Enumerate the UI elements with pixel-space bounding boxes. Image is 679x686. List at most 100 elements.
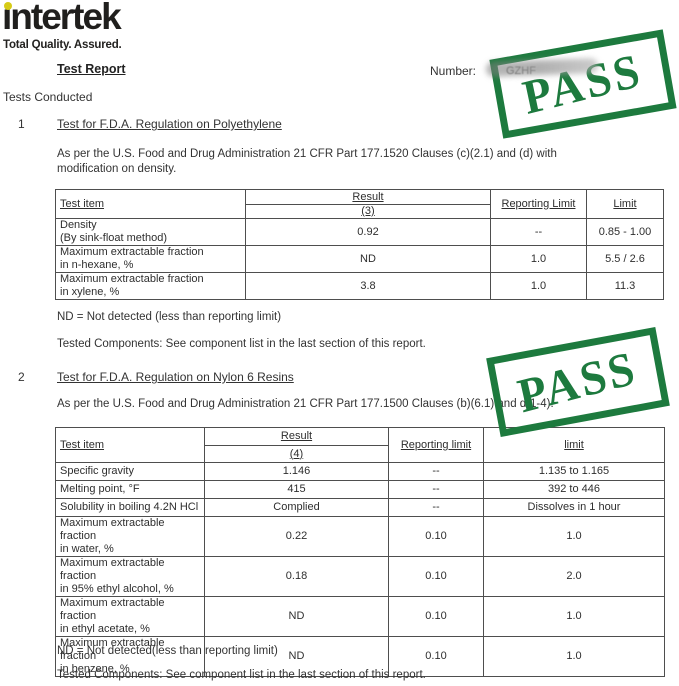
cell-reporting-limit: -- (388, 462, 484, 481)
col-header-label: Test item (60, 197, 105, 210)
section-2-title: Test for F.D.A. Regulation on Nylon 6 Re… (57, 370, 294, 384)
table-row: Maximum extractable fraction in 95% ethyl… (55, 556, 665, 597)
col-header-result: Result (245, 189, 491, 205)
cell-test-item: Maximum extractable fraction in 95% ethyl… (55, 556, 205, 597)
pass-stamp: PASS (489, 29, 677, 139)
cell-result: ND (204, 596, 389, 637)
cell-limit: 0.85 - 1.00 (586, 218, 664, 246)
table-header-row: Test item Result Reporting Limit Limit (55, 189, 664, 219)
cell-reporting-limit: 0.10 (388, 596, 484, 637)
cell-limit: 11.3 (586, 272, 664, 300)
cell-limit: Dissolves in 1 hour (483, 498, 665, 517)
polyethylene-results-table: Test item Result Reporting Limit Limit (… (55, 189, 664, 300)
cell-limit: 1.135 to 1.165 (483, 462, 665, 481)
col-header-label: Reporting limit (400, 438, 472, 451)
cell-result: 0.22 (204, 516, 389, 557)
cell-result: Complied (204, 498, 389, 517)
col-header-label: Result (280, 430, 313, 442)
cell-reporting-limit: 1.0 (490, 245, 587, 273)
cell-reporting-limit: -- (388, 498, 484, 517)
table-row: Specific gravity 1.146 -- 1.135 to 1.165 (55, 462, 665, 481)
table-row: Maximum extractable fraction in benzene, … (55, 636, 665, 677)
table-row: Maximum extractable fraction in ethyl ace… (55, 596, 665, 637)
cell-text: Maximum extractable fraction (60, 637, 165, 663)
cell-text: Maximum extractable fraction (60, 557, 165, 583)
col-header-result-note: (3) (245, 204, 491, 219)
cell-text: in xylene, % (60, 286, 120, 298)
cell-reporting-limit: 0.10 (388, 636, 484, 677)
pass-stamp-label: PASS (518, 42, 648, 125)
section-2-number: 2 (18, 370, 25, 384)
page-title: Test Report (57, 62, 126, 76)
table-row: Solubility in boiling 4.2N HCl Complied … (55, 498, 665, 517)
col-header-label: Limit (613, 197, 637, 210)
table-row: Maximum extractable fraction in xylene, %… (55, 272, 664, 300)
cell-reporting-limit: 0.10 (388, 516, 484, 557)
cell-reporting-limit: 0.10 (388, 556, 484, 597)
tests-conducted-heading: Tests Conducted (3, 90, 93, 104)
cell-text: in benzene, % (60, 663, 130, 675)
cell-test-item: Maximum extractable fraction in ethyl ace… (55, 596, 205, 637)
cell-test-item: Specific gravity (55, 462, 205, 481)
col-header-test-item: Test item (55, 189, 246, 219)
logo-yellow-dot-icon (4, 2, 12, 10)
section-2-description: As per the U.S. Food and Drug Administra… (57, 398, 554, 410)
table-row: Melting point, °F 415 -- 392 to 446 (55, 480, 665, 499)
col-header-reporting-limit: Reporting limit (388, 427, 484, 463)
col-header-result: Result (204, 427, 389, 446)
cell-text: Maximum extractable fraction (60, 246, 204, 259)
nd-note: ND = Not detected(less than reporting li… (57, 645, 278, 657)
cell-text: Density (60, 219, 97, 232)
cell-test-item: Maximum extractable fraction in water, % (55, 516, 205, 557)
cell-test-item: Density (By sink-float method) (55, 218, 246, 246)
section-1-number: 1 (18, 117, 25, 131)
logo-tagline: Total Quality. Assured. (3, 39, 122, 51)
col-header-label: Result (352, 190, 384, 203)
col-header-label: (4) (289, 447, 304, 460)
cell-result: 1.146 (204, 462, 389, 481)
nd-note: ND = Not detected (less than reporting l… (57, 311, 282, 323)
cell-limit: 1.0 (483, 596, 665, 637)
cell-result: ND (204, 636, 389, 677)
intertek-logo: ıntertek (2, 0, 122, 37)
table-row: Density (By sink-float method) 0.92 -- 0.… (55, 218, 664, 246)
cell-result: ND (245, 245, 491, 273)
table-row: Maximum extractable fraction in water, % … (55, 516, 665, 557)
pass-stamp: PASS (486, 326, 670, 438)
tested-components-note: Tested Components: See component list in… (57, 338, 426, 350)
section-1-description: As per the U.S. Food and Drug Administra… (57, 148, 557, 175)
cell-test-item: Maximum extractable fraction in n-hexane,… (55, 245, 246, 273)
cell-limit: 1.0 (483, 636, 665, 677)
col-header-test-item: Test item (55, 427, 205, 463)
col-header-limit: Limit (586, 189, 664, 219)
cell-result: 415 (204, 480, 389, 499)
cell-result: 0.92 (245, 218, 491, 246)
cell-text: Maximum extractable fraction (60, 597, 165, 623)
col-header-reporting-limit: Reporting Limit (490, 189, 587, 219)
table-header-row: Test item Result Reporting limit limit (55, 427, 665, 463)
cell-test-item: Melting point, °F (55, 480, 205, 499)
cell-text: in ethyl acetate, % (60, 623, 150, 635)
col-header-label: Reporting Limit (501, 197, 576, 210)
section-1-title: Test for F.D.A. Regulation on Polyethyle… (57, 117, 282, 131)
nylon-results-table: Test item Result Reporting limit limit (… (55, 427, 665, 677)
col-header-limit: limit (483, 427, 665, 463)
cell-reporting-limit: 1.0 (490, 272, 587, 300)
cell-text: in n-hexane, % (60, 259, 134, 271)
col-header-label: (3) (361, 205, 375, 218)
cell-result: 3.8 (245, 272, 491, 300)
cell-limit: 392 to 446 (483, 480, 665, 499)
cell-reporting-limit: -- (388, 480, 484, 499)
tested-components-note: Tested Components: See component list in… (57, 669, 426, 681)
pass-stamp-label: PASS (513, 340, 643, 423)
cell-reporting-limit: -- (490, 218, 587, 246)
cell-text: in water, % (60, 543, 114, 555)
report-number-label: Number: (430, 64, 477, 78)
cell-text: Maximum extractable fraction (60, 273, 204, 286)
cell-limit: 5.5 / 2.6 (586, 245, 664, 273)
cell-test-item: Solubility in boiling 4.2N HCl (55, 498, 205, 517)
cell-limit: 1.0 (483, 516, 665, 557)
col-header-result-note: (4) (204, 445, 389, 463)
cell-test-item: Maximum extractable fraction in xylene, % (55, 272, 246, 300)
